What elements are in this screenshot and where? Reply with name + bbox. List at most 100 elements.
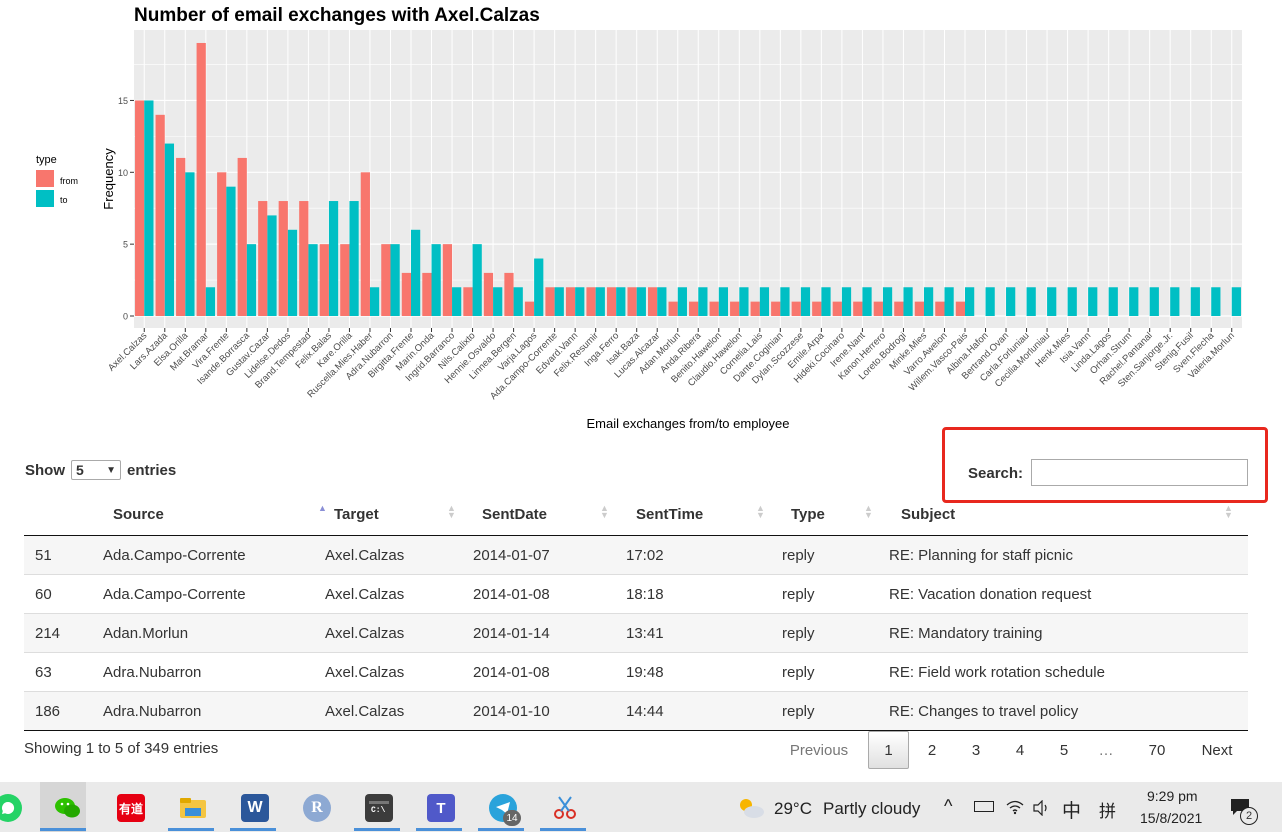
bar-to xyxy=(862,287,872,316)
bar-from xyxy=(360,172,370,316)
r-icon[interactable]: R xyxy=(303,794,331,822)
clock-time[interactable]: 9:29 pm xyxy=(1147,788,1198,804)
legend-key-to xyxy=(36,190,54,207)
page-button-2[interactable]: 2 xyxy=(927,741,937,759)
ime-mode[interactable]: 中 xyxy=(1062,801,1082,822)
column-header-target[interactable]: Target ▲ ▼ xyxy=(325,496,473,536)
bar-to xyxy=(800,287,811,316)
teams-icon[interactable]: T xyxy=(427,794,455,822)
cell-date: 2014-01-10 xyxy=(473,691,626,731)
bar-to xyxy=(144,100,154,316)
battery-icon[interactable] xyxy=(974,801,994,812)
bar-to xyxy=(944,287,954,316)
bar-from xyxy=(545,287,555,316)
column-header-source[interactable]: Source ▲ xyxy=(84,496,327,536)
bar-to xyxy=(185,172,195,316)
weather-icon[interactable] xyxy=(736,796,766,825)
table-header-row: Source ▲ Target ▲ ▼ SentDate ▲ ▼ SentTime … xyxy=(24,496,1248,536)
cell-target: Axel.Calzas xyxy=(325,535,473,575)
cell-date: 2014-01-07 xyxy=(473,535,626,575)
telegram-badge: 14 xyxy=(503,810,521,826)
table-row[interactable]: 60 Ada.Campo-Corrente Axel.Calzas 2014-0… xyxy=(24,574,1248,614)
data-table: Source ▲ Target ▲ ▼ SentDate ▲ ▼ SentTime … xyxy=(24,496,1248,731)
frequency-bar-chart: Number of email exchanges with Axel.Calz… xyxy=(36,5,1242,431)
column-header-senttime[interactable]: SentTime ▲ ▼ xyxy=(626,496,782,536)
bar-to xyxy=(431,244,441,316)
column-header-subject[interactable]: Subject ▲ ▼ xyxy=(889,496,1248,536)
cell-id: 60 xyxy=(24,574,84,614)
column-label: Subject xyxy=(901,506,956,523)
previous-button[interactable]: Previous xyxy=(789,741,849,759)
next-button[interactable]: Next xyxy=(1201,741,1233,759)
sort-icon: ▲ ▼ xyxy=(756,503,765,520)
bar-to xyxy=(411,229,421,316)
cell-source: Ada.Campo-Corrente xyxy=(84,535,325,575)
word-icon[interactable]: W xyxy=(241,794,269,822)
whatsapp-icon[interactable] xyxy=(0,794,22,822)
search-input[interactable] xyxy=(1031,459,1248,486)
file-explorer-icon[interactable] xyxy=(179,794,207,822)
weather-temp[interactable]: 29°C xyxy=(774,799,812,818)
table-row[interactable]: 63 Adra.Nubarron Axel.Calzas 2014-01-08 … xyxy=(24,652,1248,692)
bar-to xyxy=(657,287,667,316)
cell-type: reply xyxy=(782,652,889,692)
bar-to xyxy=(903,287,913,316)
x-axis-title: Email exchanges from/to employee xyxy=(586,416,789,431)
chart-title: Number of email exchanges with Axel.Calz… xyxy=(134,5,540,26)
clock-date[interactable]: 15/8/2021 xyxy=(1140,810,1203,826)
snipping-tool-underline xyxy=(540,828,586,831)
page-button-1[interactable]: 1 xyxy=(868,731,909,769)
entries-label: entries xyxy=(127,461,177,479)
bar-to xyxy=(246,244,257,316)
sort-icon: ▲ ▼ xyxy=(447,503,456,520)
bar-to xyxy=(328,201,339,316)
page-button-3[interactable]: 3 xyxy=(971,741,981,759)
cell-type: reply xyxy=(782,574,889,614)
column-header-type[interactable]: Type ▲ ▼ xyxy=(782,496,889,536)
cell-type: reply xyxy=(782,535,889,575)
bar-to xyxy=(780,287,790,316)
bar-from xyxy=(647,287,658,316)
page-button-70[interactable]: 70 xyxy=(1148,741,1166,759)
weather-text[interactable]: Partly cloudy xyxy=(823,799,921,818)
bar-to xyxy=(226,186,236,316)
plot-panel xyxy=(134,30,1242,328)
wechat-icon[interactable] xyxy=(54,794,82,822)
page-length-select[interactable]: 5 ▼ xyxy=(71,460,121,480)
bar-from xyxy=(730,301,740,316)
table-row[interactable]: 51 Ada.Campo-Corrente Axel.Calzas 2014-0… xyxy=(24,535,1248,575)
column-label: Type xyxy=(791,506,825,523)
bar-from xyxy=(381,244,391,316)
x-axis: Axel.CalzasLars.AzadaElsa.OrillaMat.Bram… xyxy=(106,328,1237,402)
wifi-icon[interactable] xyxy=(1006,799,1024,820)
pagination-ellipsis: … xyxy=(1098,741,1114,759)
snipping-tool-icon[interactable] xyxy=(551,794,579,822)
terminal-underline xyxy=(354,828,400,831)
cell-source: Adra.Nubarron xyxy=(84,691,325,731)
column-header-sentdate[interactable]: SentDate ▲ ▼ xyxy=(473,496,626,536)
volume-icon[interactable] xyxy=(1032,799,1052,821)
bar-to xyxy=(349,201,359,316)
bar-from xyxy=(196,42,206,316)
bar-to xyxy=(164,143,175,316)
y-tick-label: 10 xyxy=(118,168,128,178)
bar-to xyxy=(452,287,462,316)
bar-from xyxy=(319,244,329,316)
ime-layout[interactable]: 拼 xyxy=(1099,802,1116,821)
youdao-icon[interactable]: 有道 xyxy=(117,794,145,822)
bar-to xyxy=(759,287,770,316)
terminal-icon[interactable]: C:\ xyxy=(365,794,393,822)
page-button-4[interactable]: 4 xyxy=(1015,741,1025,759)
bar-from xyxy=(627,287,637,316)
table-row[interactable]: 186 Adra.Nubarron Axel.Calzas 2014-01-10… xyxy=(24,691,1248,731)
page-button-5[interactable]: 5 xyxy=(1059,741,1069,759)
table-row[interactable]: 214 Adan.Morlun Axel.Calzas 2014-01-14 1… xyxy=(24,613,1248,653)
legend: type from to xyxy=(36,154,78,207)
cell-id: 51 xyxy=(24,535,84,575)
word-underline xyxy=(230,828,276,831)
column-header-id[interactable] xyxy=(24,496,84,536)
chevron-down-icon: ▼ xyxy=(106,464,116,476)
bar-to xyxy=(534,258,544,316)
bar-to xyxy=(1211,287,1221,316)
chevron-up-icon[interactable]: ^ xyxy=(944,796,953,816)
